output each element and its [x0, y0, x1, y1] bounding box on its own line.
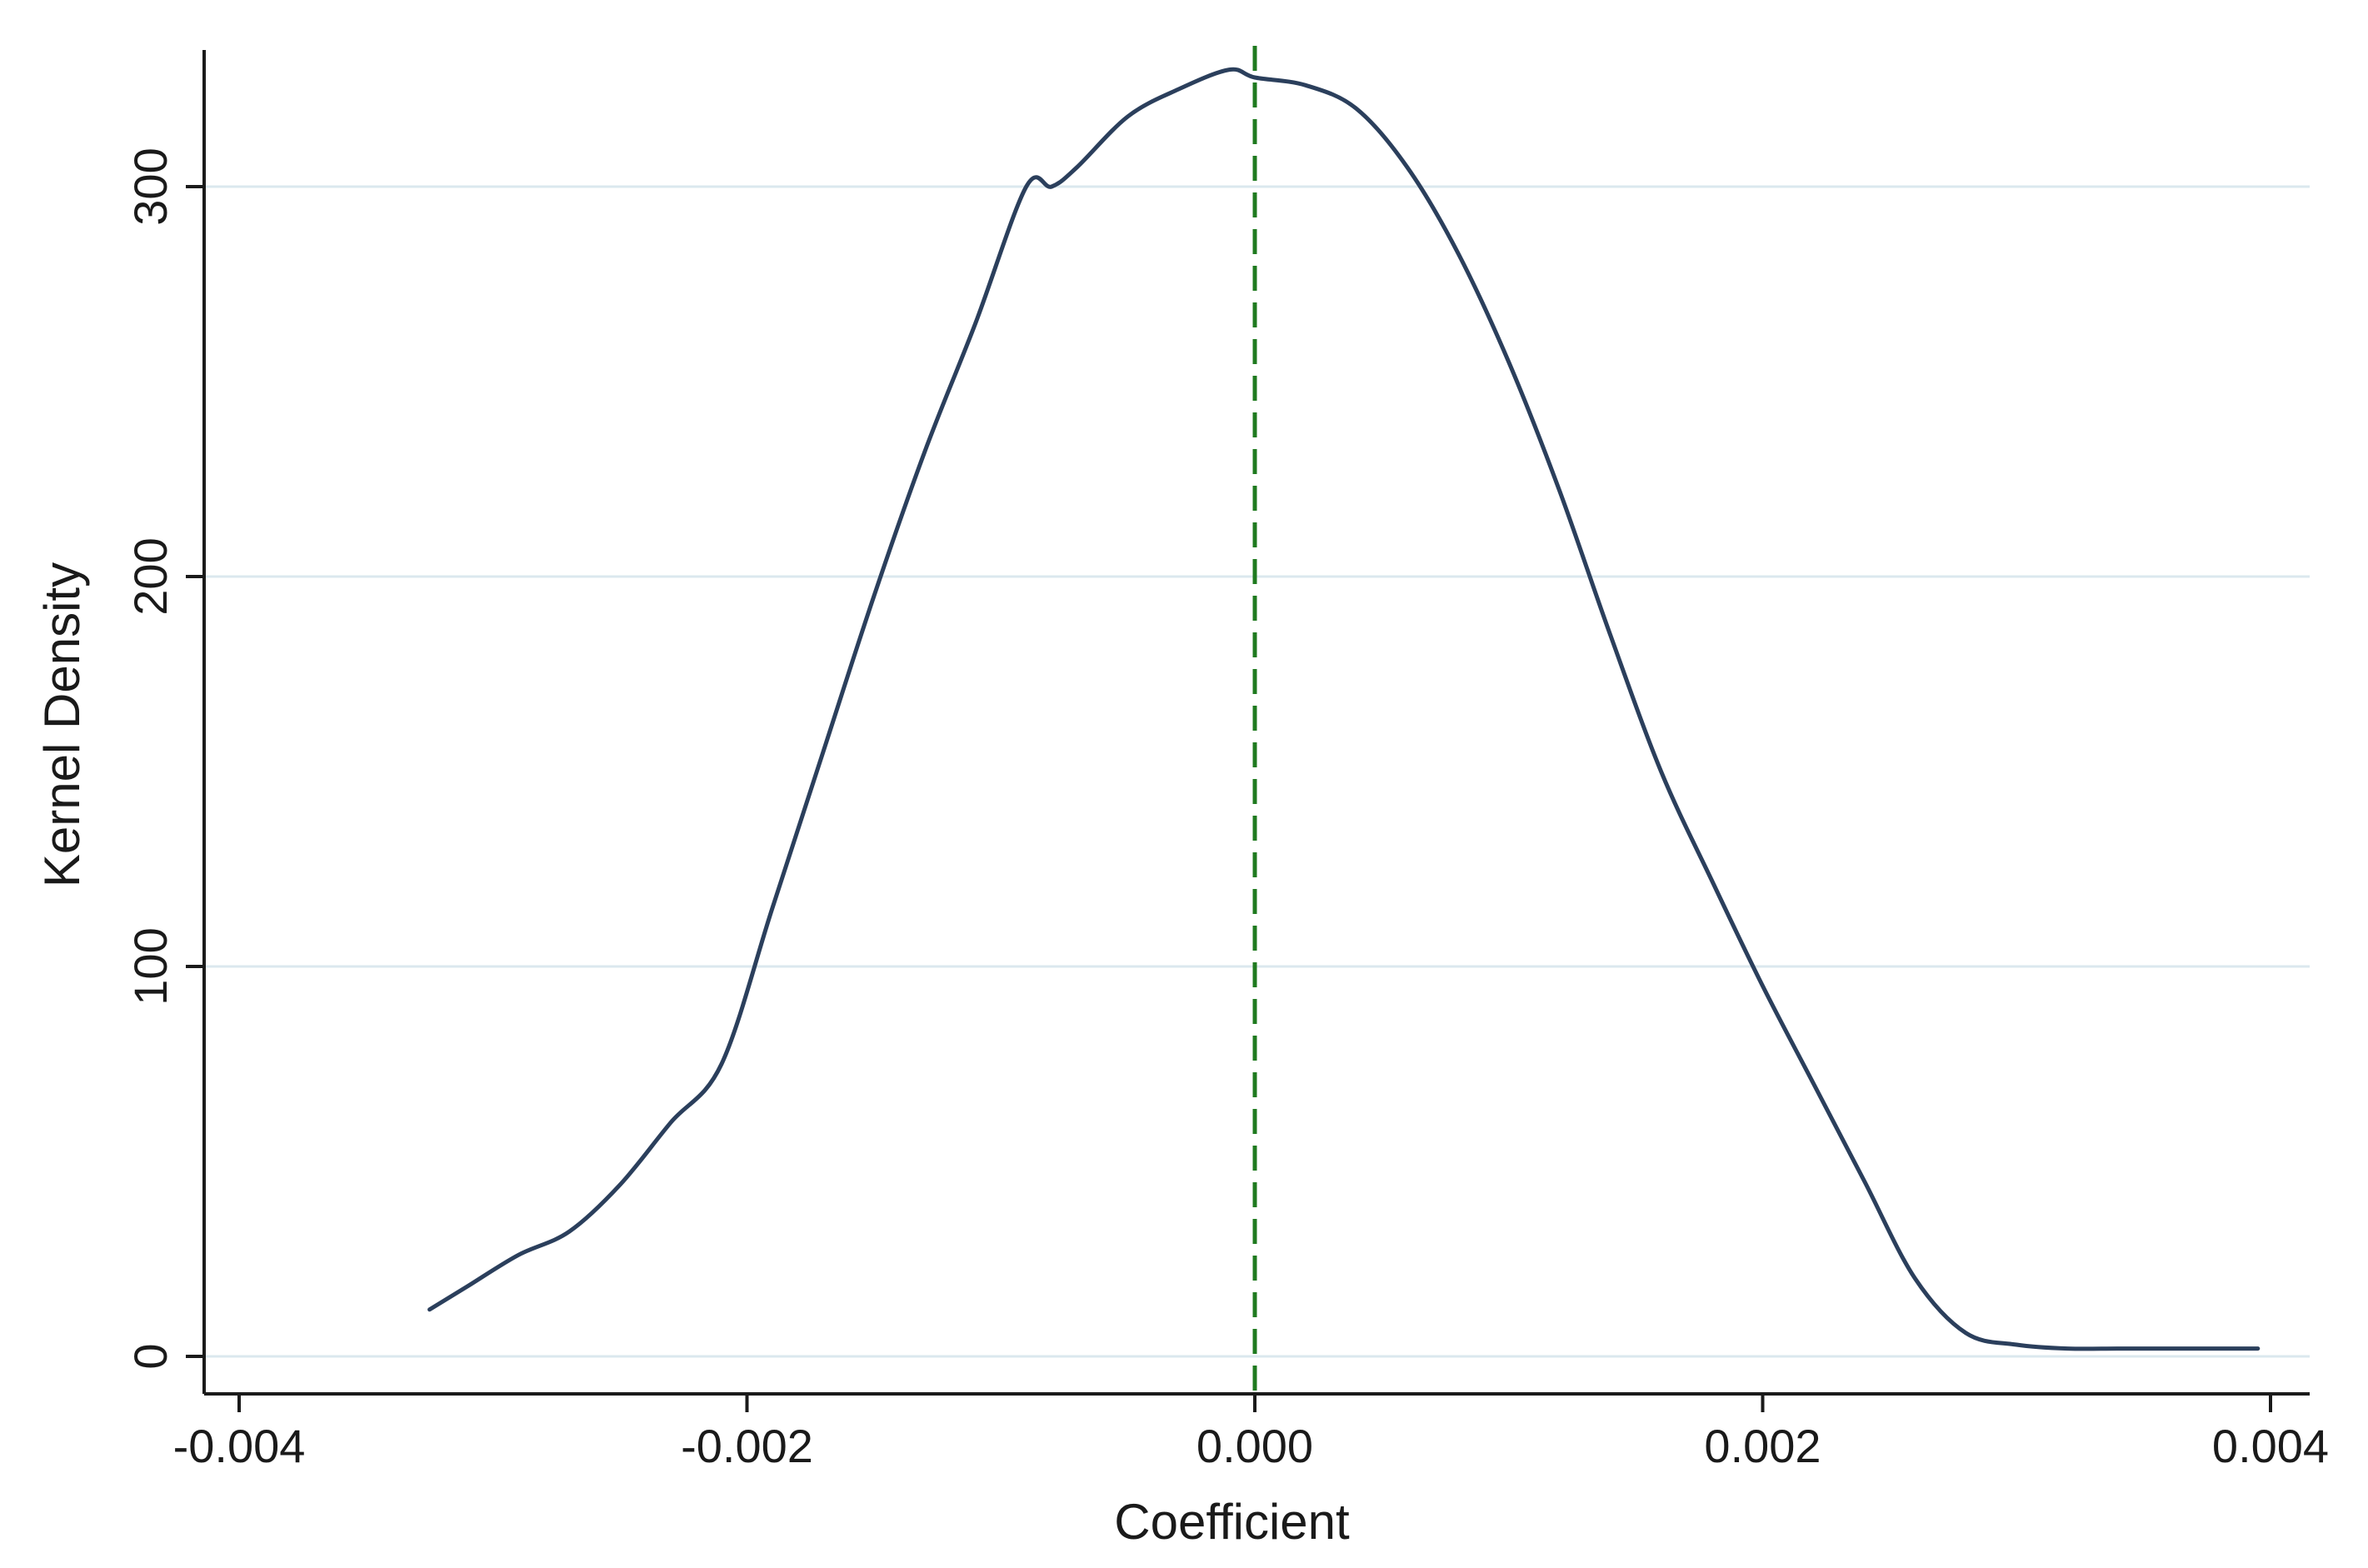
x-tick-label-2: 0.000 — [1196, 1420, 1313, 1472]
x-tick-label-3: 0.002 — [1704, 1420, 1821, 1472]
x-tick-label-4: 0.004 — [2212, 1420, 2329, 1472]
x-tick-label-0: -0.004 — [173, 1420, 306, 1472]
series-layer — [427, 67, 2261, 1351]
y-tick-label-2: 200 — [124, 537, 177, 615]
density-curve-0 — [427, 67, 2261, 1351]
y-tick-label-3: 300 — [124, 147, 177, 225]
x-axis-ticks: -0.004 -0.002 0.000 0.002 0.004 — [173, 1394, 2329, 1472]
x-axis-title: Coefficient — [1114, 1494, 1350, 1550]
axes — [202, 50, 2310, 1396]
x-tick-label-1: -0.002 — [681, 1420, 813, 1472]
y-axis-title: Kernel Density — [34, 562, 90, 887]
y-tick-label-1: 100 — [124, 927, 177, 1005]
y-tick-label-0: 0 — [124, 1343, 177, 1369]
y-axis-ticks: 0 100 200 300 — [124, 147, 204, 1370]
